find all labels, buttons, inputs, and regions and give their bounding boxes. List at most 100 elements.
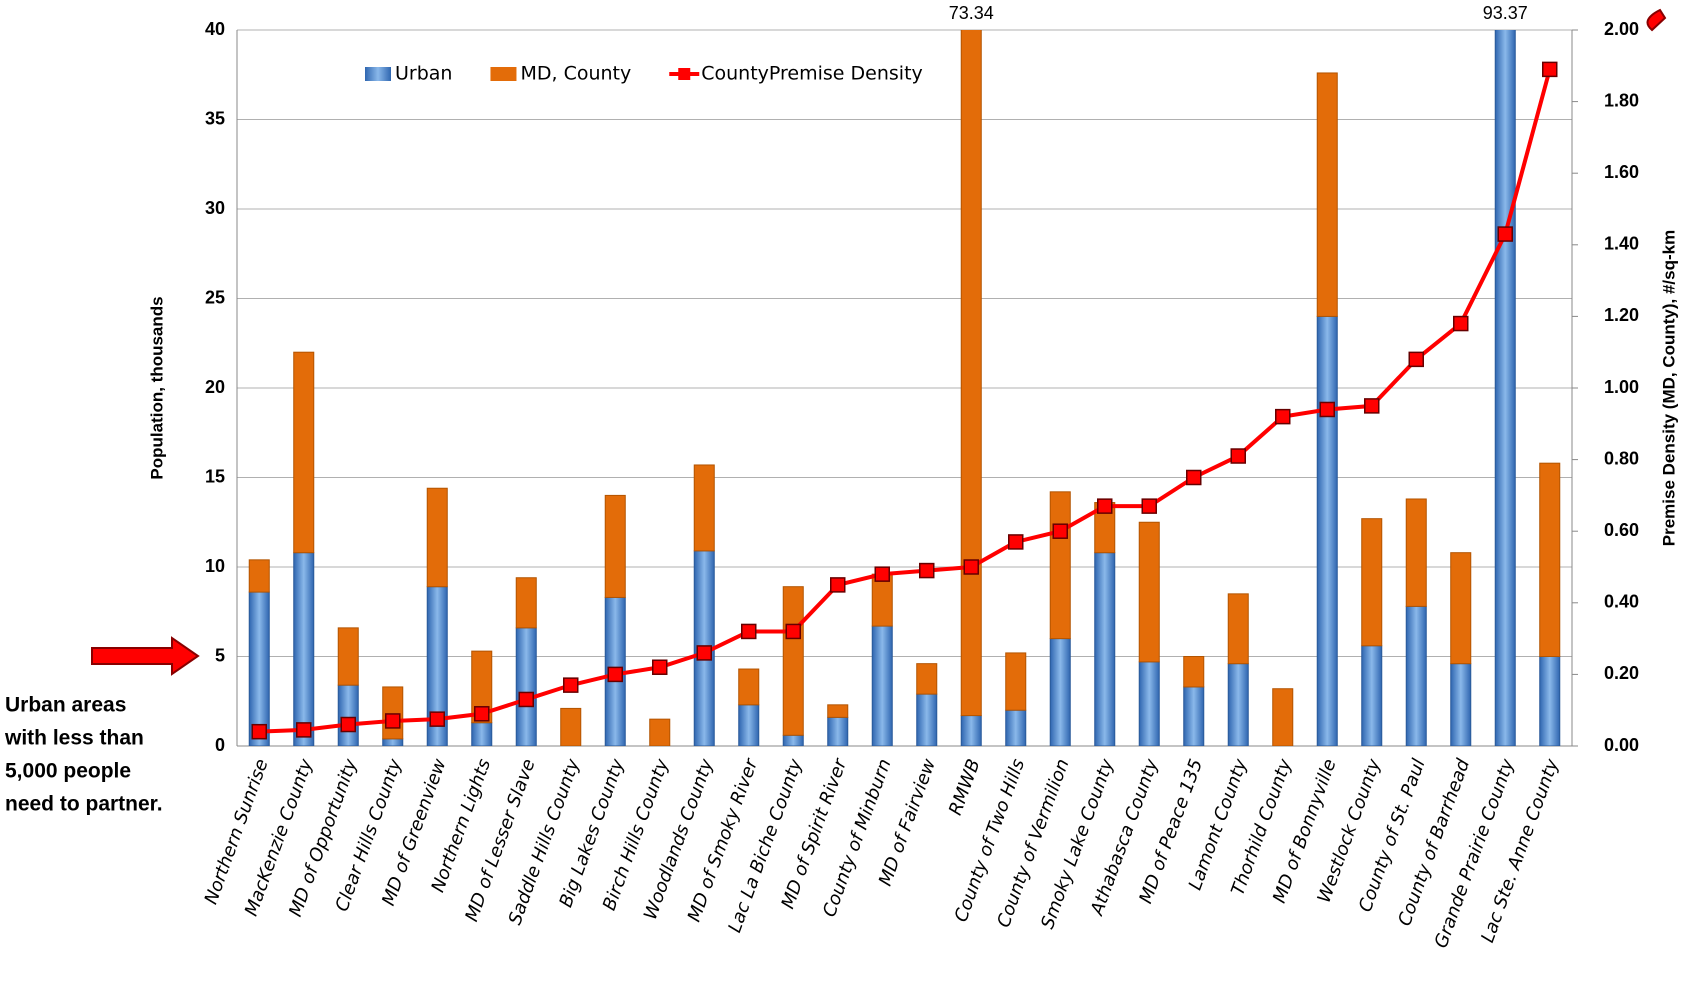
bar-segment bbox=[337, 684, 359, 746]
bar-segment bbox=[782, 734, 804, 746]
line-marker bbox=[607, 666, 623, 683]
line-marker bbox=[1542, 61, 1558, 78]
legend-label: Urban bbox=[395, 63, 452, 85]
y2-tick-label: 1.00 bbox=[1604, 377, 1639, 397]
line-marker bbox=[1497, 226, 1513, 242]
bar-segment bbox=[738, 704, 760, 746]
legend-label: MD, County bbox=[520, 63, 631, 85]
x-tick-label: RMWB bbox=[945, 756, 985, 818]
bar-segment bbox=[649, 718, 671, 746]
legend-swatch bbox=[365, 67, 391, 81]
line-marker bbox=[251, 723, 267, 740]
y-tick-label: 15 bbox=[205, 466, 225, 486]
bar-segment bbox=[1316, 315, 1338, 746]
annotation: Urban areas with less than 5,000 people nee… bbox=[4, 694, 163, 816]
bar-segment bbox=[293, 351, 315, 554]
y2-tick-label: 0.80 bbox=[1604, 448, 1639, 468]
y-tick-label: 30 bbox=[205, 198, 225, 218]
line-marker bbox=[1052, 523, 1068, 539]
bar-segment bbox=[1361, 518, 1383, 647]
bar-segment bbox=[1539, 462, 1561, 657]
bar-segment bbox=[1049, 638, 1071, 746]
line-marker bbox=[1097, 498, 1113, 514]
y2-tick-label: 2.00 bbox=[1604, 19, 1639, 39]
bar-segment bbox=[1272, 688, 1294, 746]
y-tick-label: 5 bbox=[215, 645, 225, 665]
annotation-line: need to partner. bbox=[5, 793, 163, 816]
line-marker bbox=[474, 706, 490, 722]
bar-segment bbox=[1049, 491, 1071, 640]
bar-segment bbox=[1361, 645, 1383, 746]
bar-segment bbox=[1227, 593, 1249, 665]
bar-segment bbox=[1094, 552, 1116, 746]
bar-segment bbox=[1450, 552, 1472, 665]
line-marker bbox=[1141, 498, 1157, 514]
bar-segment bbox=[871, 573, 893, 627]
y2-axis-title: Premise Density (MD, County), #/sq-km bbox=[1659, 230, 1678, 546]
arrow bbox=[1646, 8, 1667, 32]
bar-segment bbox=[1183, 656, 1205, 688]
bar-segment bbox=[782, 586, 804, 736]
bar-segment bbox=[1405, 605, 1427, 746]
annotation-line: Urban areas bbox=[5, 694, 126, 717]
line-marker bbox=[429, 711, 445, 727]
arrow bbox=[91, 636, 200, 676]
bar-segment bbox=[471, 650, 493, 724]
total-label: 73.34 bbox=[949, 3, 994, 23]
bar-segment bbox=[960, 715, 982, 746]
annotation-line: 5,000 people bbox=[5, 760, 131, 783]
line-marker bbox=[1319, 401, 1335, 418]
bar-segment bbox=[604, 494, 626, 598]
line-marker bbox=[919, 562, 935, 579]
legend-swatch bbox=[678, 68, 691, 80]
line-marker bbox=[1453, 315, 1469, 332]
y-axis-title: Population, thousands bbox=[147, 296, 166, 479]
line bbox=[259, 68, 1552, 734]
bars bbox=[248, 30, 1561, 746]
bar-segment bbox=[1405, 498, 1427, 607]
bar-segment bbox=[960, 30, 982, 717]
bar-segment bbox=[1450, 663, 1472, 746]
y2-tick-label: 1.60 bbox=[1604, 162, 1639, 182]
line-marker bbox=[1008, 534, 1024, 550]
bar-segment bbox=[916, 663, 938, 695]
bar-segment bbox=[1183, 686, 1205, 746]
bar-segment bbox=[248, 559, 270, 593]
legend-swatch bbox=[490, 67, 517, 81]
bar-segment bbox=[827, 716, 849, 746]
y-tick-label: 10 bbox=[205, 556, 225, 576]
bar-segment bbox=[871, 625, 893, 746]
line-marker bbox=[1186, 469, 1202, 486]
line-marker bbox=[652, 659, 668, 675]
total-label: 93.37 bbox=[1483, 3, 1528, 23]
line-marker bbox=[830, 577, 846, 593]
y2-tick-label: 0.20 bbox=[1604, 663, 1639, 683]
line-marker bbox=[874, 566, 890, 582]
bar-segment bbox=[515, 627, 537, 746]
bar-segment bbox=[693, 464, 715, 552]
line-marker bbox=[296, 722, 312, 738]
bar-segment bbox=[1227, 663, 1249, 746]
bar-segment bbox=[382, 738, 404, 746]
bar-segment bbox=[1138, 521, 1160, 663]
annotation-line: with less than bbox=[4, 727, 144, 750]
y2-tick-label: 0.60 bbox=[1604, 520, 1639, 540]
line-marker bbox=[1408, 351, 1424, 368]
bar-segment bbox=[1005, 652, 1027, 711]
legend-label: CountyPremise Density bbox=[701, 63, 923, 85]
y-tick-label: 0 bbox=[215, 735, 225, 755]
bar-segment bbox=[248, 591, 270, 746]
y2-tick-label: 0.00 bbox=[1604, 735, 1639, 755]
y2-tick-label: 1.80 bbox=[1604, 90, 1639, 110]
bar-segment bbox=[738, 668, 760, 706]
bar-segment bbox=[1316, 72, 1338, 317]
y2-tick-label: 0.40 bbox=[1604, 592, 1639, 612]
line-marker bbox=[1275, 408, 1291, 425]
bar-segment bbox=[1138, 661, 1160, 746]
y-tick-label: 20 bbox=[205, 377, 225, 397]
line-marker bbox=[385, 713, 401, 729]
line-marker bbox=[741, 623, 757, 640]
line-marker bbox=[518, 691, 534, 708]
bar-segment bbox=[293, 552, 315, 746]
